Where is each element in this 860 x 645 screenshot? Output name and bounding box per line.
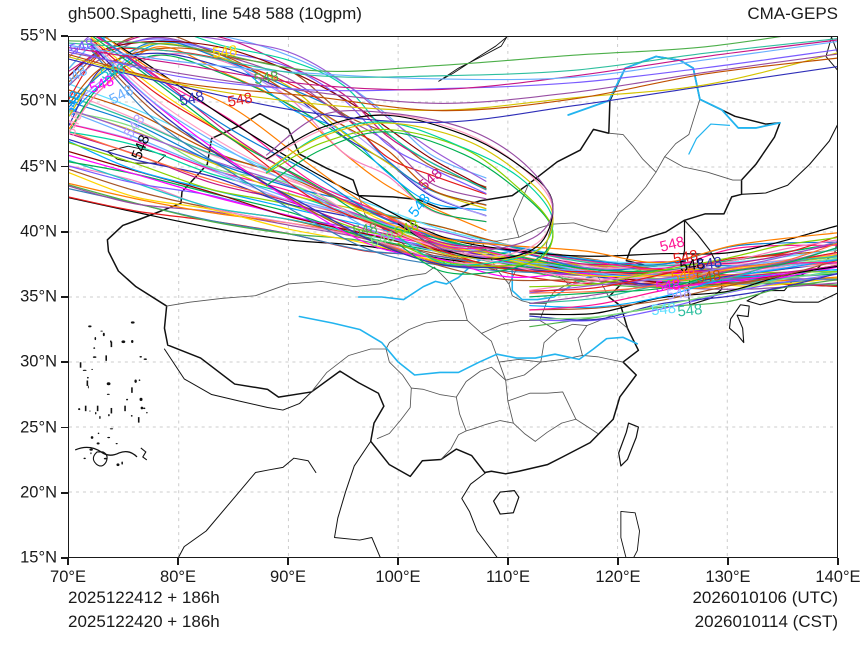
y-tick-40	[61, 230, 68, 233]
contour-label-11: 548	[226, 90, 254, 111]
contour-label-23: 548	[695, 267, 722, 287]
contour-label-12: 548	[253, 68, 280, 88]
map-plot-area: 548 548 548 548 548 548 548 548 548 548 548 548 548 5…	[68, 36, 838, 558]
contour-label-24: 548	[655, 276, 682, 296]
x-tick-label-110: 110°E	[486, 568, 530, 586]
contour-label-1: 548	[69, 62, 90, 89]
model-label: CMA-GEPS	[747, 4, 838, 23]
x-tick-label-140: 140°E	[815, 568, 860, 586]
contour-label-22: 548	[670, 266, 697, 286]
x-tick-90	[287, 558, 289, 565]
contour-label-4: 548	[99, 60, 128, 83]
contour-label-17: 548	[368, 228, 397, 251]
y-tick-30	[61, 361, 68, 364]
y-tick-label-45: 45°N	[20, 157, 57, 175]
y-tick-label-40: 40°N	[20, 222, 57, 241]
x-tick-130	[727, 558, 729, 565]
contour-label-20: 548	[679, 255, 706, 275]
y-tick-25	[61, 426, 68, 429]
contour-label-19: 548	[672, 247, 700, 268]
contour-label-21: 548	[696, 254, 723, 274]
y-tick-label-30: 30°N	[20, 352, 57, 371]
footer-valid-cst: 2026010114 (CST)	[694, 612, 838, 631]
x-tick-70	[67, 558, 69, 565]
x-tick-110	[507, 558, 509, 565]
page-title: gh500.Spaghetti, line 548 588 (10gpm)	[68, 4, 362, 23]
x-tick-label-70: 70°E	[50, 568, 86, 586]
y-tick-35	[61, 296, 68, 298]
footer-init-cst: 2025122420 + 186h	[68, 612, 220, 631]
y-tick-label-50: 50°N	[20, 91, 57, 110]
y-tick-15	[61, 557, 68, 559]
y-tick-label-20: 20°N	[20, 483, 57, 502]
contour-label-10: 548	[178, 88, 206, 110]
x-tick-label-100: 100°E	[375, 568, 421, 586]
contour-label-27: 548	[677, 301, 704, 321]
y-tick-label-25: 25°N	[20, 418, 57, 436]
contour-label-25: 548	[666, 284, 693, 304]
y-tick-label-55: 55°N	[20, 26, 57, 45]
x-tick-140	[837, 558, 839, 565]
footer-valid-utc: 2026010106 (UTC)	[692, 588, 838, 607]
x-tick-label-120: 120°E	[595, 568, 641, 586]
y-tick-55	[61, 35, 68, 37]
ensemble-contours	[69, 37, 837, 328]
contour-label-18: 548	[658, 233, 686, 256]
y-tick-45	[61, 165, 68, 168]
contour-label-26: 548	[650, 300, 677, 320]
y-tick-50	[61, 100, 68, 103]
y-tick-20	[61, 491, 68, 494]
x-tick-80	[177, 558, 179, 565]
x-tick-100	[397, 558, 399, 565]
x-tick-120	[617, 558, 619, 565]
y-tick-label-35: 35°N	[20, 287, 57, 306]
south-china-sea-islands-inset	[74, 321, 148, 467]
x-tick-label-90: 90°E	[270, 568, 306, 586]
contour-label-16: 548	[352, 220, 379, 240]
contour-label-9: 548	[211, 42, 238, 62]
x-tick-label-80: 80°E	[160, 568, 196, 586]
x-tick-label-130: 130°E	[705, 568, 751, 586]
y-tick-label-15: 15°N	[20, 548, 57, 567]
footer-init-utc: 2025122412 + 186h	[68, 588, 220, 607]
contour-label-13: 548	[416, 165, 446, 194]
